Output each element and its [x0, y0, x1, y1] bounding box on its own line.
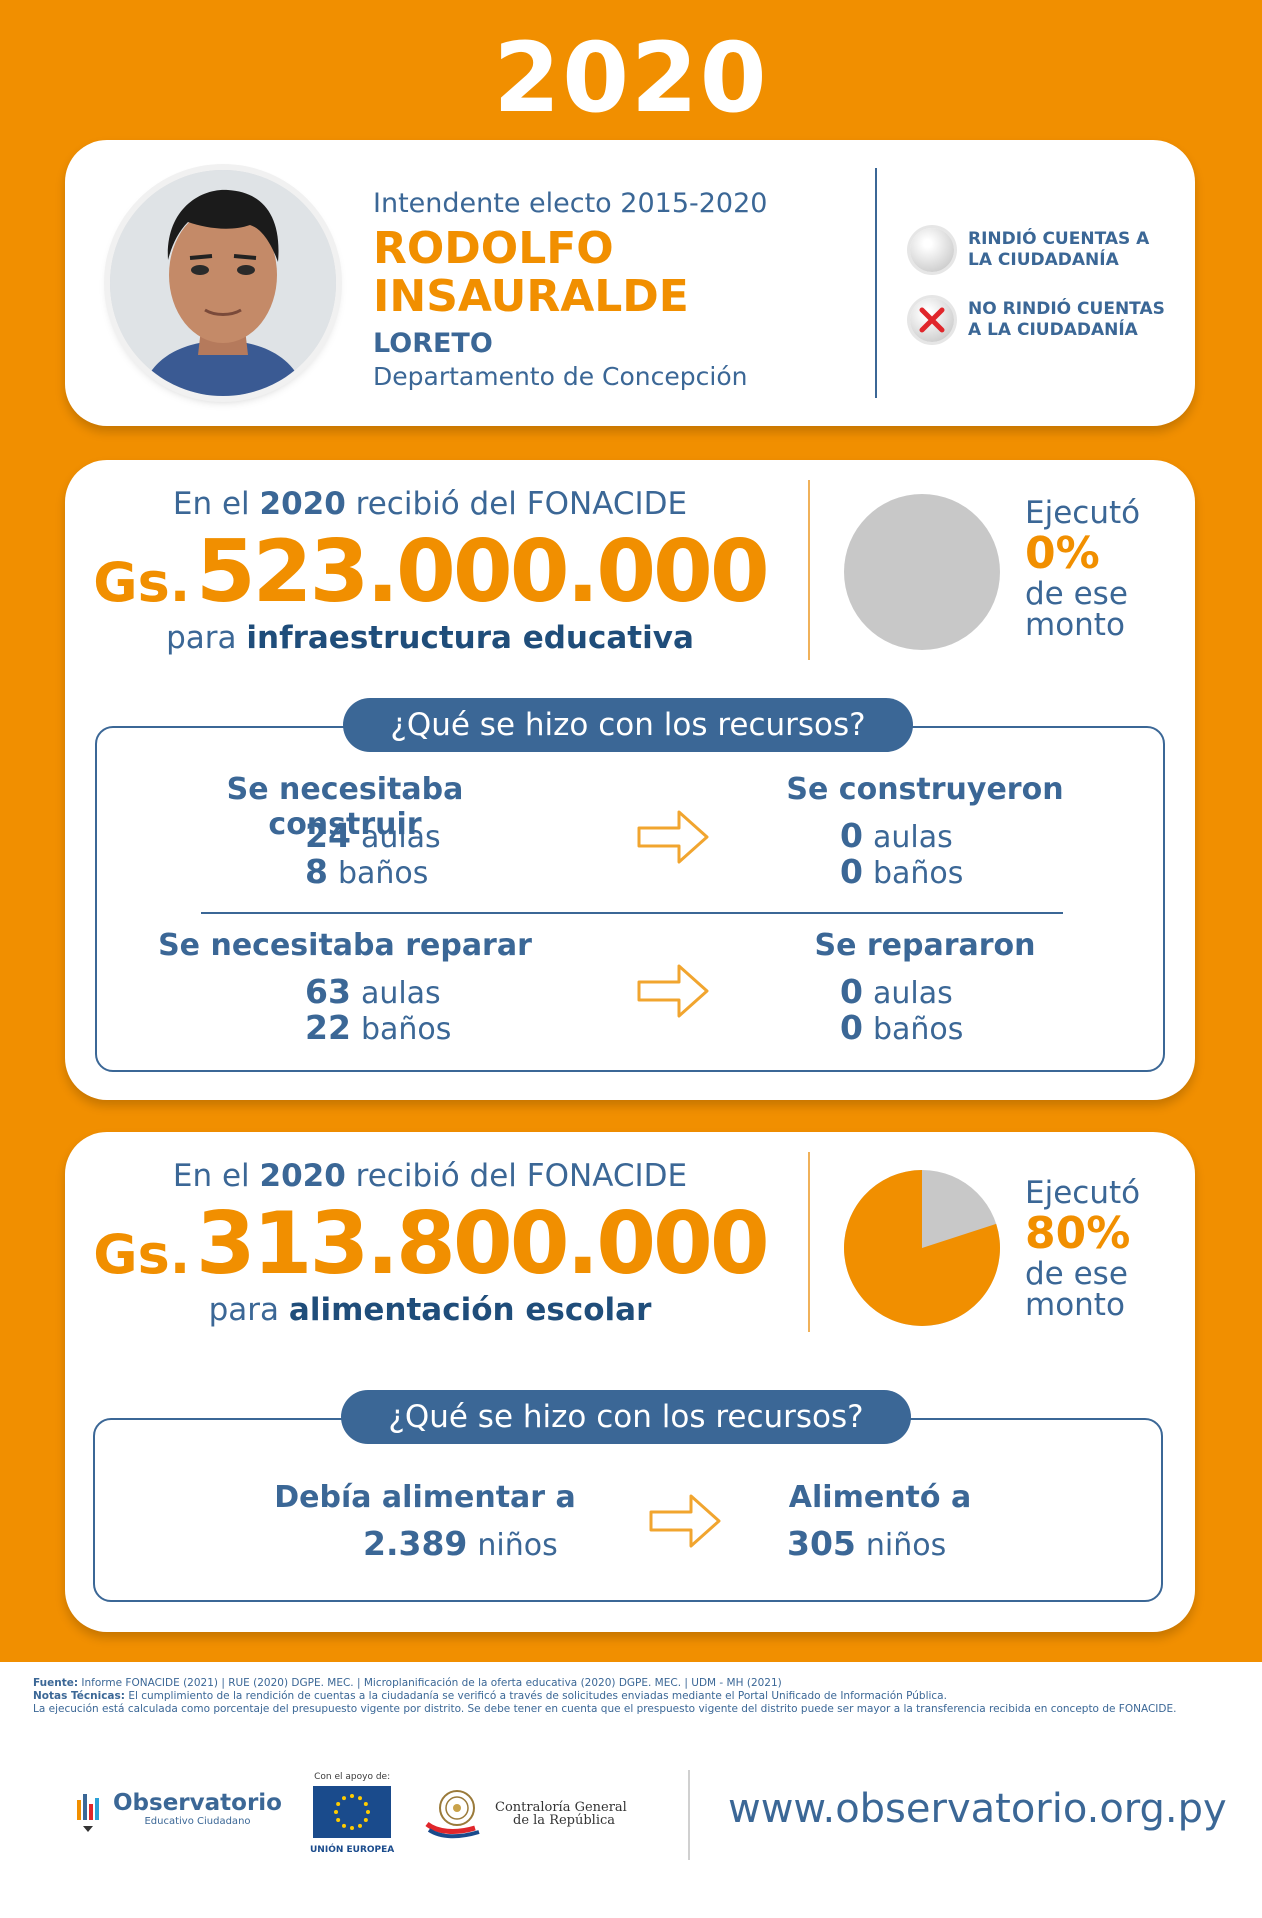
bar-chart-logo-icon [77, 1794, 99, 1832]
orange-background: 2020 Intendente electo 2015-2020 RODOLFO… [0, 0, 1262, 1662]
built-classrooms: 0 aulas [840, 816, 953, 855]
food-amount: Gs. 313.800.000 [65, 1194, 795, 1294]
food-execution-pie [844, 1170, 1000, 1326]
repair-needed-bathrooms: 22 baños [305, 1008, 452, 1047]
infra-remaining-slice [844, 494, 1000, 650]
food-exec-pct: 80% [1025, 1208, 1131, 1259]
repair-arrow-icon [637, 964, 709, 1018]
food-arrow-icon [649, 1494, 721, 1548]
food-divider [808, 1152, 810, 1332]
food-exec-label: Ejecutó [1025, 1175, 1141, 1211]
website-link[interactable]: www.observatorio.org.py [728, 1786, 1227, 1832]
food-intro-year: 2020 [259, 1158, 346, 1194]
observatorio-title: Observatorio [113, 1790, 282, 1816]
not-rendered-x-icon [910, 298, 954, 342]
notes-line-2: La ejecución está calculada como porcent… [33, 1703, 1177, 1715]
mayor-profile-card: Intendente electo 2015-2020 RODOLFO INSA… [65, 140, 1195, 426]
mayor-last-name: INSAURALDE [373, 271, 689, 322]
repaired-label: Se repararon [814, 928, 1036, 963]
eu-name: UNIÓN EUROPEA [310, 1845, 395, 1855]
should-feed-label: Debía alimentar a [274, 1480, 576, 1515]
food-intro-pre: En el [172, 1158, 250, 1194]
food-exec-suffix: de ese monto [1025, 1256, 1128, 1323]
food-question-pill: ¿Qué se hizo con los recursos? [341, 1390, 911, 1444]
eu-flag-icon [313, 1786, 392, 1838]
eu-support-label: Con el apoyo de: [314, 1772, 391, 1782]
mayor-office: Intendente electo 2015-2020 [373, 188, 768, 219]
contraloria-logo: Contraloría General de la República [425, 1788, 627, 1840]
infra-intro-pre: En el [172, 486, 250, 522]
built-label: Se construyeron [786, 772, 1064, 807]
food-execution: Ejecutó 80% de ese monto [1025, 1178, 1145, 1321]
mayor-first-name: RODOLFO [373, 223, 614, 274]
build-needed-classrooms: 24 aulas [305, 816, 441, 855]
infra-execution: Ejecutó 0% de ese monto [1025, 498, 1145, 641]
fed-label: Alimentó a [788, 1480, 972, 1515]
repaired-bathrooms: 0 baños [840, 1008, 964, 1047]
infra-purpose: para infraestructura educativa [65, 620, 795, 656]
logo-divider [688, 1770, 690, 1860]
legend-rendered: RINDIÓ CUENTAS A LA CIUDADANÍA [910, 228, 1158, 272]
notes-line: Notas Técnicas: El cumplimiento de la re… [33, 1690, 947, 1702]
infra-divider [808, 480, 810, 660]
year-title: 2020 [493, 22, 769, 134]
build-needed-bathrooms: 8 baños [305, 852, 429, 891]
footer-notes: Fuente: Informe FONACIDE (2021) | RUE (2… [33, 1677, 1233, 1716]
footer-logos: Observatorio Educativo Ciudadano Con el … [0, 1760, 1262, 1890]
fed-count: 305 niños [787, 1524, 947, 1563]
infra-question-pill: ¿Qué se hizo con los recursos? [343, 698, 913, 752]
food-purpose-text: alimentación escolar [288, 1292, 652, 1328]
infra-intro: En el 2020 recibió del FONACIDE [65, 486, 795, 522]
legend-rendered-label: RINDIÓ CUENTAS A LA CIUDADANÍA [968, 229, 1150, 270]
mayor-name: RODOLFO INSAURALDE [373, 225, 689, 321]
food-intro: En el 2020 recibió del FONACIDE [65, 1158, 795, 1194]
eu-logo: Con el apoyo de: UNIÓN EUROPEA [310, 1772, 394, 1855]
infrastructure-card: En el 2020 recibió del FONACIDE Gs. 523.… [65, 460, 1195, 1100]
food-purpose-pre: para [208, 1292, 280, 1328]
infra-section-divider [201, 912, 1063, 914]
food-executed-slice [844, 1170, 1000, 1326]
food-amount-value: 313.800.000 [195, 1194, 770, 1294]
infra-exec-label: Ejecutó [1025, 495, 1141, 531]
observatorio-logo: Observatorio Educativo Ciudadano [75, 1790, 282, 1834]
mayor-photo [110, 170, 336, 396]
built-bathrooms: 0 baños [840, 852, 964, 891]
infra-amount-value: 523.000.000 [195, 522, 770, 622]
build-arrow-icon [637, 810, 709, 864]
rendered-circle-icon [910, 228, 954, 272]
infra-amount: Gs. 523.000.000 [65, 522, 795, 622]
source-line: Fuente: Informe FONACIDE (2021) | RUE (2… [33, 1677, 782, 1689]
repair-needed-label: Se necesitaba reparar [158, 928, 532, 963]
infra-exec-pct: 0% [1025, 528, 1100, 579]
school-food-card: En el 2020 recibió del FONACIDE Gs. 313.… [65, 1132, 1195, 1632]
contraloria-line-1: Contraloría General [495, 1800, 627, 1815]
infra-intro-year: 2020 [259, 486, 346, 522]
repaired-classrooms: 0 aulas [840, 972, 953, 1011]
infra-purpose-text: infraestructura educativa [246, 620, 694, 656]
contraloria-seal-icon [425, 1790, 480, 1839]
infra-purpose-pre: para [166, 620, 237, 656]
district-name: LORETO [373, 328, 493, 359]
infra-exec-suffix: de ese monto [1025, 576, 1128, 643]
food-results-box [93, 1418, 1163, 1602]
observatorio-subtitle: Educativo Ciudadano [144, 1816, 251, 1827]
repair-needed-classrooms: 63 aulas [305, 972, 441, 1011]
food-currency: Gs. [93, 1223, 191, 1286]
infra-execution-pie [844, 494, 1000, 650]
food-intro-post: recibió del FONACIDE [355, 1158, 688, 1194]
build-needed-label: Se necesitaba construir [226, 772, 464, 842]
contraloria-line-2: de la República [513, 1813, 616, 1828]
legend-not-rendered: NO RINDIÓ CUENTAS A LA CIUDADANÍA [910, 298, 1168, 342]
food-purpose: para alimentación escolar [65, 1292, 795, 1328]
profile-divider [875, 168, 877, 398]
infra-currency: Gs. [93, 551, 191, 614]
legend-not-rendered-label: NO RINDIÓ CUENTAS A LA CIUDADANÍA [968, 299, 1165, 340]
should-feed-count: 2.389 niños [363, 1524, 558, 1563]
infra-intro-post: recibió del FONACIDE [355, 486, 688, 522]
department-name: Departamento de Concepción [373, 362, 748, 391]
